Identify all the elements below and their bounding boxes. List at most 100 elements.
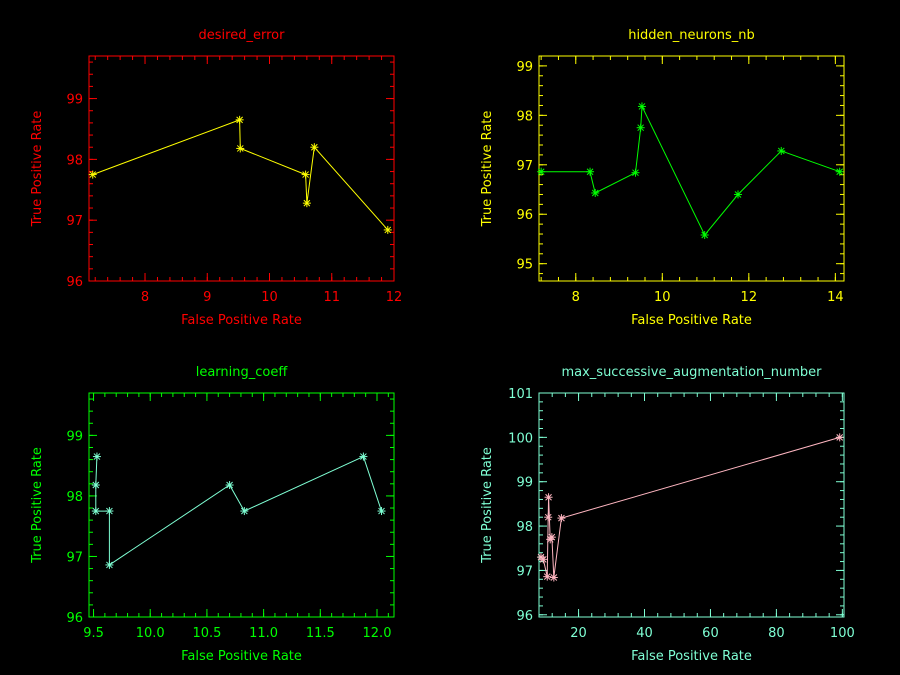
data-point-stroke <box>236 116 243 124</box>
chart-title: max_successive_augmentation_number <box>561 365 822 380</box>
x-tick-label: 11.0 <box>249 626 278 641</box>
y-tick-label: 98 <box>516 109 533 124</box>
data-point <box>835 433 844 442</box>
data-point-stroke <box>586 168 594 176</box>
y-tick-label: 99 <box>66 93 83 108</box>
data-point-stroke <box>384 226 392 234</box>
data-point <box>544 493 553 502</box>
x-tick-label: 12 <box>741 290 758 305</box>
data-point-stroke <box>106 507 113 515</box>
data-point-stroke <box>543 573 551 580</box>
x-axis-label: False Positive Rate <box>631 313 752 328</box>
chart-title: learning_coeff <box>196 365 289 380</box>
data-point <box>543 572 552 581</box>
data-point-stroke <box>836 434 844 441</box>
x-tick-label: 11.5 <box>306 626 335 641</box>
y-axis-label: True Positive Rate <box>30 111 45 228</box>
data-point-stroke <box>240 507 248 515</box>
data-point-stroke <box>310 143 318 151</box>
x-tick-label: 14 <box>827 290 844 305</box>
x-tick-label: 100 <box>830 626 855 641</box>
data-point-stroke <box>836 168 844 176</box>
data-point <box>549 573 558 582</box>
data-point <box>105 560 114 569</box>
data-point <box>91 481 100 490</box>
x-tick-label: 12 <box>386 290 403 305</box>
data-point-stroke <box>545 493 552 501</box>
series-line <box>540 436 840 578</box>
data-point <box>225 481 234 490</box>
data-point <box>302 199 311 208</box>
data-point-stroke <box>632 169 639 177</box>
data-point <box>777 146 786 155</box>
y-tick-label: 97 <box>66 550 83 565</box>
data-point <box>636 123 645 132</box>
data-point <box>547 533 556 542</box>
x-axis-label: False Positive Rate <box>181 649 302 664</box>
data-point <box>835 167 844 176</box>
data-point <box>591 188 600 197</box>
y-axis-label: True Positive Rate <box>480 447 495 564</box>
data-point-stroke <box>92 481 100 489</box>
data-point-stroke <box>734 191 742 198</box>
data-point <box>557 514 566 523</box>
y-tick-label: 99 <box>516 60 533 75</box>
data-point-stroke <box>106 561 113 569</box>
data-point <box>235 115 244 124</box>
data-point <box>310 143 319 152</box>
x-tick-label: 60 <box>702 626 719 641</box>
chart-panel: 8 10 12 14 95 96 97 98 99 hidden_neurons_nb False … <box>480 28 845 328</box>
x-tick-label: 10 <box>654 290 671 305</box>
data-point <box>236 144 245 153</box>
data-point-stroke <box>558 514 565 522</box>
x-tick-label: 80 <box>768 626 785 641</box>
data-point-stroke <box>93 453 101 460</box>
x-tick-label: 12.0 <box>363 626 392 641</box>
data-point <box>240 507 249 516</box>
series-line <box>92 119 389 231</box>
data-point-stroke <box>638 103 646 110</box>
y-tick-label: 97 <box>516 564 533 579</box>
series-line <box>541 104 840 236</box>
x-tick-label: 9 <box>203 290 211 305</box>
data-point-stroke <box>591 189 599 197</box>
data-point-stroke <box>302 171 309 178</box>
chart-title: desired_error <box>199 28 286 43</box>
data-point-stroke <box>236 145 244 152</box>
x-axis-label: False Positive Rate <box>631 649 752 664</box>
y-tick-label: 96 <box>66 611 83 626</box>
data-point-stroke <box>701 231 709 239</box>
data-point <box>539 555 548 564</box>
x-tick-label: 11 <box>323 290 340 305</box>
plot-frame <box>88 392 395 618</box>
data-point <box>537 167 546 176</box>
data-point <box>301 170 310 179</box>
data-point-stroke <box>303 199 311 207</box>
x-tick-label: 20 <box>570 626 587 641</box>
data-point-stroke <box>550 574 558 581</box>
x-tick-label: 8 <box>141 290 149 305</box>
x-tick-label: 9.5 <box>83 626 104 641</box>
y-tick-label: 97 <box>66 214 83 229</box>
data-point-stroke <box>92 507 100 515</box>
plot-frame <box>88 55 395 282</box>
y-tick-label: 95 <box>516 258 533 273</box>
data-point <box>700 231 709 240</box>
x-tick-label: 10.5 <box>192 626 221 641</box>
data-point-stroke <box>777 147 785 155</box>
data-point-stroke <box>548 533 556 541</box>
y-tick-label: 96 <box>516 609 533 624</box>
chart-title: hidden_neurons_nb <box>628 28 755 43</box>
x-tick-label: 40 <box>636 626 653 641</box>
data-point-stroke <box>537 168 545 176</box>
data-point <box>377 507 386 516</box>
data-point-stroke <box>637 124 645 132</box>
data-point-stroke <box>544 513 552 521</box>
data-point <box>105 507 114 516</box>
plot-frame <box>538 392 845 618</box>
data-point-stroke <box>378 507 385 515</box>
chart-panel: 8 9 10 11 12 96 97 98 99 desired_error False Posit… <box>30 28 402 328</box>
data-point <box>586 167 595 176</box>
